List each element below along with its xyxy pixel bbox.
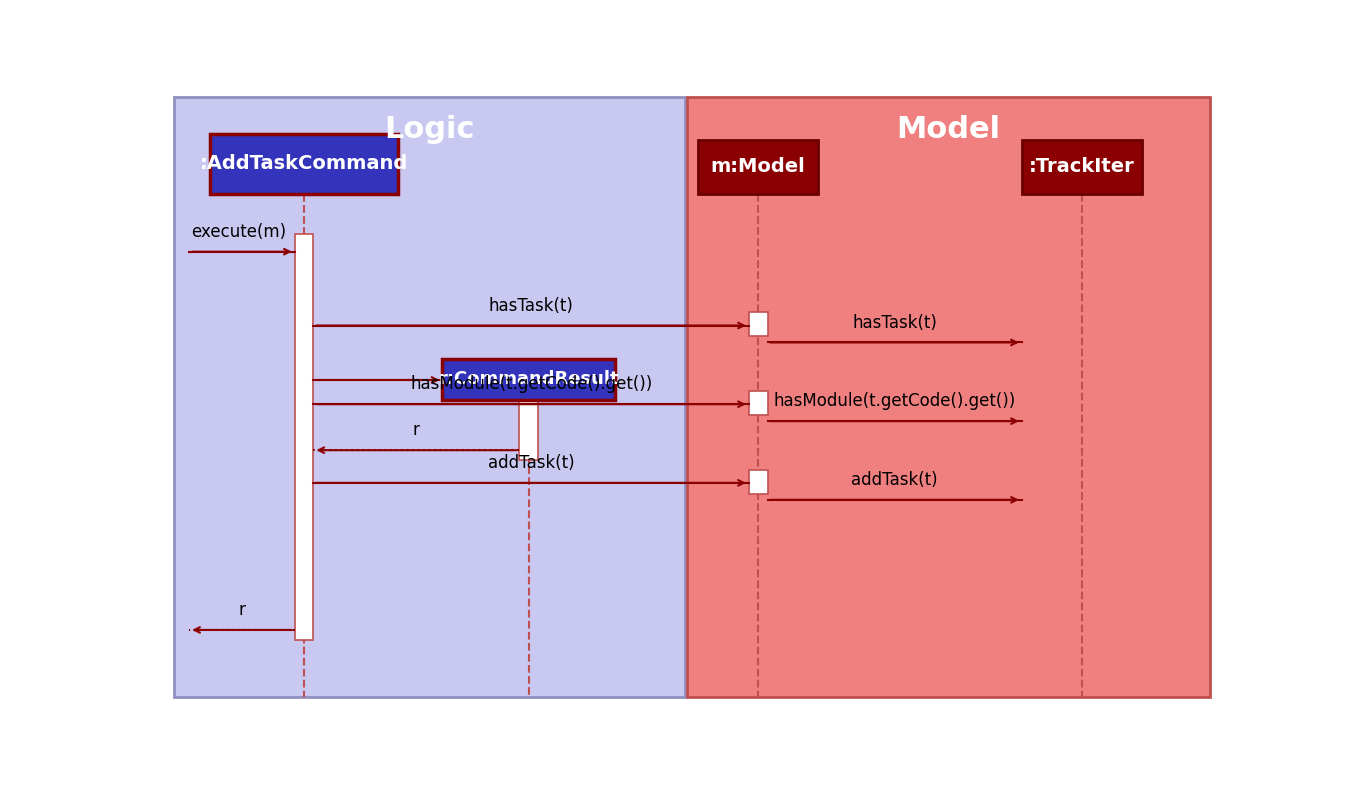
Text: r: r: [414, 421, 420, 439]
Text: execute(m): execute(m): [191, 222, 287, 241]
Bar: [210, 134, 399, 194]
Text: :AddTaskCommand: :AddTaskCommand: [199, 154, 408, 174]
Text: addTask(t): addTask(t): [488, 454, 574, 472]
Text: hasTask(t): hasTask(t): [853, 314, 938, 332]
Bar: [687, 97, 1210, 696]
Text: addTask(t): addTask(t): [851, 471, 938, 489]
Bar: [698, 140, 818, 194]
Bar: [295, 233, 314, 641]
Bar: [749, 312, 768, 336]
Text: Logic: Logic: [384, 115, 474, 144]
Bar: [442, 358, 614, 400]
Bar: [1022, 140, 1142, 194]
Text: m:Model: m:Model: [711, 157, 806, 176]
Text: :TrackIter: :TrackIter: [1029, 157, 1134, 176]
Bar: [174, 97, 686, 696]
Text: hasModule(t.getCode().get()): hasModule(t.getCode().get()): [409, 375, 652, 393]
Text: Model: Model: [897, 115, 1001, 144]
Text: r: r: [238, 601, 245, 619]
Bar: [749, 391, 768, 415]
Text: hasModule(t.getCode().get()): hasModule(t.getCode().get()): [773, 392, 1016, 410]
Bar: [519, 400, 537, 461]
Text: hasTask(t): hasTask(t): [489, 296, 574, 314]
Text: r:CommandResult: r:CommandResult: [438, 370, 618, 388]
Bar: [749, 469, 768, 494]
